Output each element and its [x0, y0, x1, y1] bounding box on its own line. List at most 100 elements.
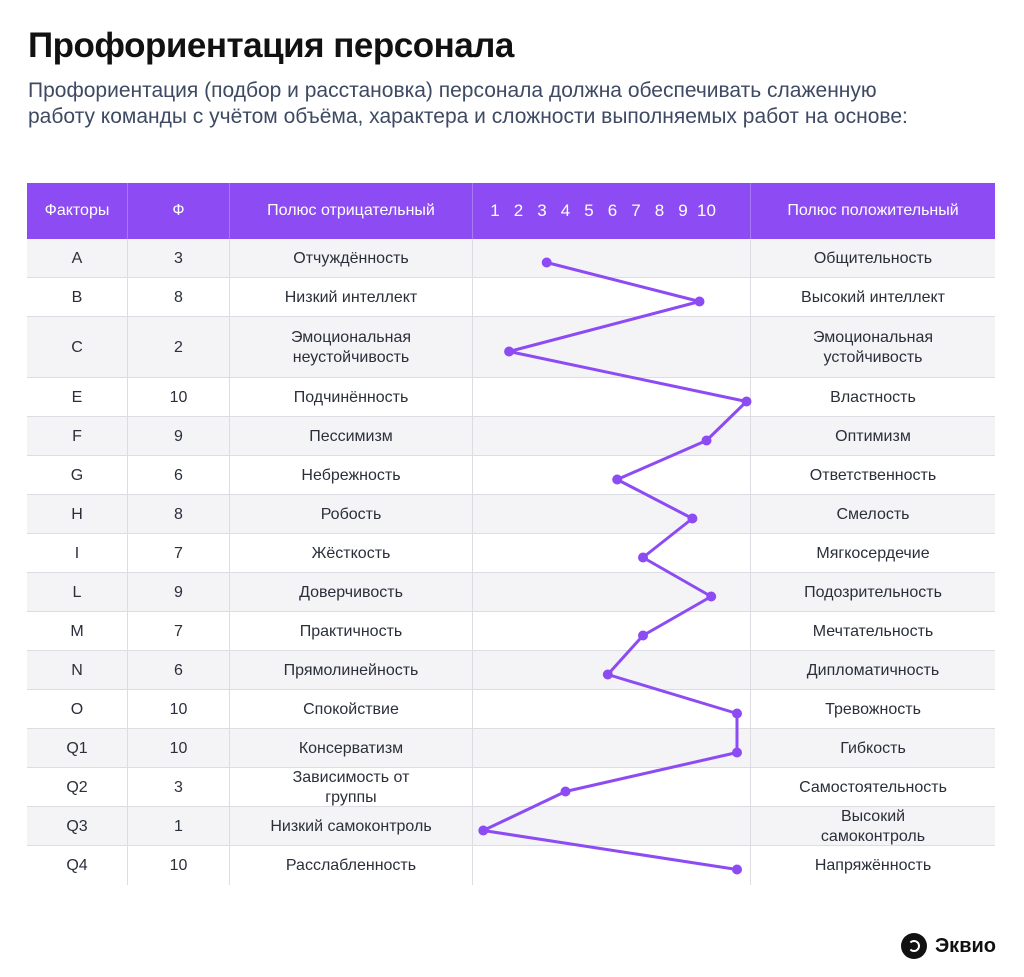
cell-value: 2 [128, 317, 230, 378]
cell-factor: H [27, 495, 128, 534]
scale-tick: 8 [654, 201, 665, 220]
page-title: Профориентация персонала [28, 26, 514, 65]
cell-factor: Q3 [27, 807, 128, 846]
header-factor: Факторы [27, 183, 128, 239]
row-divider [27, 533, 995, 534]
cell-positive: Подозрительность [804, 583, 942, 601]
cell-negative: Робость [230, 495, 473, 534]
header-negative-pole: Полюс отрицательный [230, 183, 473, 239]
scale-tick: 10 [697, 201, 716, 220]
profile-point-Q1 [732, 747, 742, 758]
cell-positive: Высокий самоконтроль [820, 807, 926, 845]
scale-cell [473, 690, 751, 729]
cell-negative: Консерватизм [230, 729, 473, 768]
header-scale: 1 2 3 4 5 6 7 8 9 10 [473, 183, 751, 239]
row-divider [27, 277, 995, 278]
row-divider [27, 611, 995, 612]
cell-negative: Небрежность [230, 456, 473, 495]
table-row: H 8 Робость Смелость [27, 495, 995, 534]
scale-tick: 7 [631, 201, 641, 220]
cell-negative: Зависимость от группы [230, 768, 473, 807]
profile-point-L [706, 591, 717, 602]
cell-negative: Эмоциональная неустойчивость [230, 317, 473, 378]
profile-point-H [687, 513, 698, 524]
table-row: E 10 Подчинённость Властность [27, 378, 995, 417]
cell-factor: M [27, 612, 128, 651]
table-row: N 6 Прямолинейность Дипломатичность [27, 651, 995, 690]
row-divider [27, 845, 995, 846]
cell-value: 8 [128, 495, 230, 534]
profile-point-Q2 [560, 786, 571, 797]
cell-value: 8 [128, 278, 230, 317]
row-divider [27, 806, 995, 807]
profile-point-C [504, 346, 515, 357]
cell-value: 10 [128, 690, 230, 729]
cell-value: 7 [128, 534, 230, 573]
cell-value: 6 [128, 651, 230, 690]
table-row: L 9 Доверчивость Подозрительность [27, 573, 995, 612]
cell-positive: Самостоятельность [799, 778, 947, 796]
scale-tick: 3 [537, 201, 547, 220]
row-divider [27, 494, 995, 495]
scale-tick: 6 [607, 201, 618, 220]
scale-tick: 9 [678, 201, 688, 220]
cell-positive: Оптимизм [835, 427, 911, 445]
scale-cell [473, 768, 751, 807]
scale-cell [473, 495, 751, 534]
cell-value: 6 [128, 456, 230, 495]
header-value: Ф [128, 183, 230, 239]
profile-point-M [638, 630, 648, 641]
page-subtitle: Профориентация (подбор и расстановка) пе… [28, 79, 908, 128]
cell-negative: Практичность [230, 612, 473, 651]
cell-factor: A [27, 239, 128, 278]
scale-cell [473, 846, 751, 885]
cell-value: 10 [128, 378, 230, 417]
cell-factor: E [27, 378, 128, 417]
cell-positive: Общительность [813, 249, 933, 267]
table-row: Q4 10 Расслабленность Напряжённость [27, 846, 995, 885]
header-positive-pole: Полюс положительный [787, 202, 959, 219]
scale-cell [473, 239, 751, 278]
row-divider [27, 455, 995, 456]
profile-point-F [701, 435, 712, 446]
scale-ticks: 1 2 3 4 5 6 7 8 9 10 [473, 183, 751, 239]
cell-negative: Расслабленность [230, 846, 473, 885]
cell-factor: O [27, 690, 128, 729]
cell-negative: Подчинённость [230, 378, 473, 417]
cell-factor: C [27, 317, 128, 378]
cell-value: 10 [128, 846, 230, 885]
cell-positive: Тревожность [825, 700, 921, 718]
cell-factor: B [27, 278, 128, 317]
brand: Эквио [900, 933, 996, 959]
profile-line [481, 261, 748, 871]
scale-cell [473, 378, 751, 417]
cell-positive: Дипломатичность [806, 661, 940, 679]
scale-cell [473, 278, 751, 317]
row-divider [27, 767, 995, 768]
table-row: M 7 Практичность Мечтательность [27, 612, 995, 651]
cell-positive: Властность [830, 388, 916, 406]
profile-point-Q3 [478, 825, 489, 836]
scale-cell [473, 534, 751, 573]
profile-point-G [612, 474, 623, 485]
scale-cell [473, 317, 751, 378]
cell-positive: Эмоциональная устойчивость [812, 328, 934, 366]
profile-point-E [741, 396, 752, 407]
table-row: Q1 10 Консерватизм Гибкость [27, 729, 995, 768]
row-divider [27, 572, 995, 573]
brand-logo-icon [900, 933, 927, 959]
cell-negative: Низкий интеллект [230, 278, 473, 317]
table-row: G 6 Небрежность Ответственность [27, 456, 995, 495]
cell-positive: Гибкость [840, 739, 906, 757]
scale-tick: 4 [560, 201, 571, 220]
cell-value: 7 [128, 612, 230, 651]
row-divider [27, 728, 995, 729]
scale-cell [473, 612, 751, 651]
cell-value: 1 [128, 807, 230, 846]
cell-negative: Пессимизм [230, 417, 473, 456]
cell-factor: N [27, 651, 128, 690]
table-row: Q3 1 Низкий самоконтроль Высокий самоконтро… [27, 807, 995, 846]
cell-factor: Q1 [27, 729, 128, 768]
cell-value: 10 [128, 729, 230, 768]
